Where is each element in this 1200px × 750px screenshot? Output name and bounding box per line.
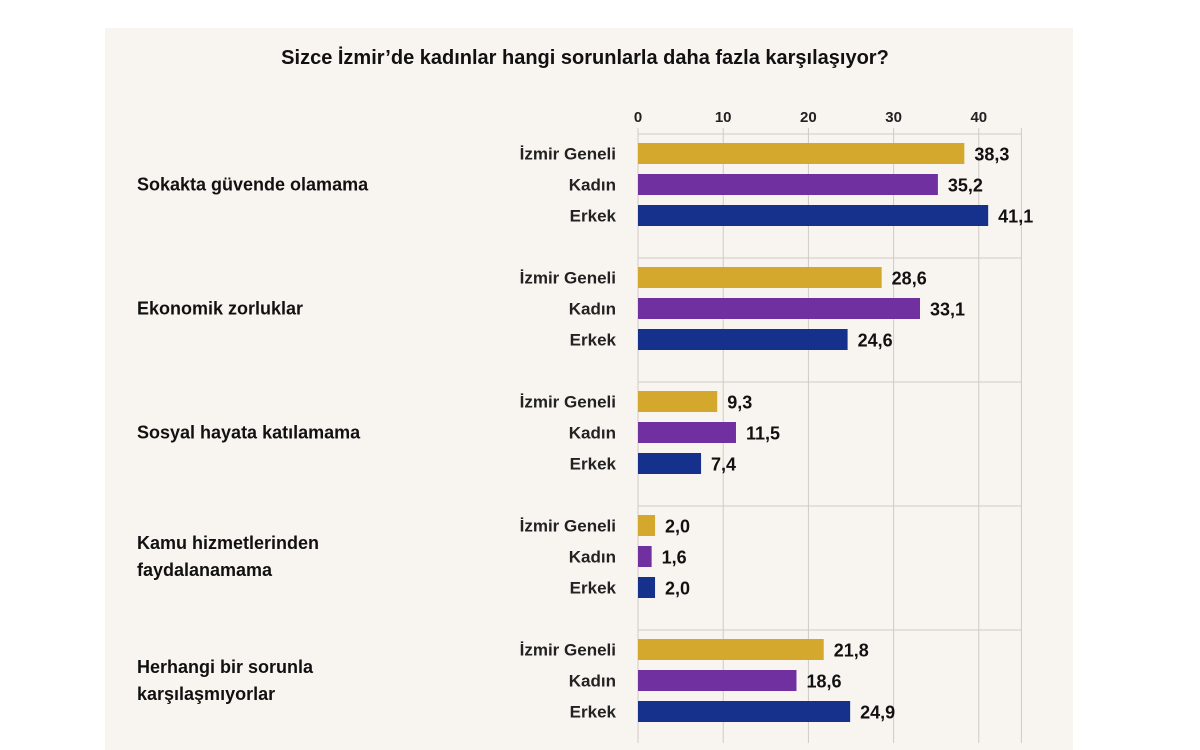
value-label: 21,8 xyxy=(834,641,869,661)
value-label: 24,9 xyxy=(860,703,895,723)
value-label: 2,0 xyxy=(665,517,690,537)
value-label: 18,6 xyxy=(806,672,841,692)
bar xyxy=(638,391,718,412)
value-label: 9,3 xyxy=(727,393,752,413)
value-label: 11,5 xyxy=(746,424,780,444)
bar xyxy=(638,329,848,350)
tick-label-20: 20 xyxy=(800,109,817,126)
category-label: Sokakta güvende olamama xyxy=(137,175,369,195)
category-label: Sosyal hayata katılamama xyxy=(137,423,361,443)
series-label: Erkek xyxy=(570,207,617,226)
series-label: Erkek xyxy=(570,331,617,350)
bar-group: Kamu hizmetlerinden faydalanamama İzmir Ge… xyxy=(137,515,690,599)
series-label: Erkek xyxy=(570,579,617,598)
grid xyxy=(637,128,1022,743)
bar xyxy=(638,422,736,443)
value-label: 24,6 xyxy=(858,331,893,351)
chart-panel: Sizce İzmir’de kadınlar hangi sorunlarla… xyxy=(105,28,1073,750)
bar xyxy=(638,143,965,164)
series-label: Kadın xyxy=(569,672,616,691)
category-label: faydalanamama xyxy=(137,560,273,580)
value-label: 33,1 xyxy=(930,300,965,320)
value-label: 2,0 xyxy=(665,579,690,599)
bar xyxy=(638,577,656,598)
bar xyxy=(638,174,938,195)
tick-label-10: 10 xyxy=(715,109,732,126)
series-label: İzmir Geneli xyxy=(520,517,616,536)
series-label: Kadın xyxy=(569,548,616,567)
series-label: Kadın xyxy=(569,424,616,443)
bar xyxy=(638,205,989,226)
tick-label-40: 40 xyxy=(970,109,987,126)
bar-group: Herhangi bir sorunla karşılaşmıyorlar İzmi… xyxy=(137,639,895,723)
tick-label-0: 0 xyxy=(634,109,642,126)
bar-group: Ekonomik zorluklar İzmir Geneli 28,6 Kadın 3… xyxy=(137,267,965,351)
category-label: Kamu hizmetlerinden xyxy=(137,533,319,553)
value-label: 38,3 xyxy=(974,145,1009,165)
series-label: İzmir Geneli xyxy=(520,269,616,288)
series-label: Kadın xyxy=(569,300,616,319)
category-label: karşılaşmıyorlar xyxy=(137,684,275,704)
value-label: 1,6 xyxy=(662,548,687,568)
bar xyxy=(638,639,824,660)
chart-title: Sizce İzmir’de kadınlar hangi sorunlarla… xyxy=(281,46,889,69)
chart: Sizce İzmir’de kadınlar hangi sorunlarla… xyxy=(137,46,1033,743)
bar-group: Sosyal hayata katılamama İzmir Geneli 9,3 K… xyxy=(137,391,780,475)
bar xyxy=(638,298,921,319)
category-label: Ekonomik zorluklar xyxy=(137,299,303,319)
tick-label-30: 30 xyxy=(885,109,902,126)
x-axis-ticks: 0 10 20 30 40 xyxy=(634,109,987,126)
series-label: İzmir Geneli xyxy=(520,393,616,412)
value-label: 35,2 xyxy=(948,176,983,196)
category-label: Herhangi bir sorunla xyxy=(137,657,314,677)
value-label: 41,1 xyxy=(998,207,1033,227)
bar xyxy=(638,670,797,691)
bar xyxy=(638,267,882,288)
bar xyxy=(638,546,652,567)
series-label: Erkek xyxy=(570,455,617,474)
value-label: 7,4 xyxy=(711,455,736,475)
series-label: İzmir Geneli xyxy=(520,641,616,660)
series-label: Erkek xyxy=(570,703,617,722)
value-label: 28,6 xyxy=(892,269,927,289)
bar xyxy=(638,453,702,474)
series-label: Kadın xyxy=(569,176,616,195)
series-label: İzmir Geneli xyxy=(520,145,616,164)
bar-group: Sokakta güvende olamama İzmir Geneli 38,3 K… xyxy=(137,143,1033,227)
bar-groups: Sokakta güvende olamama İzmir Geneli 38,3 K… xyxy=(137,143,1033,723)
bar xyxy=(638,701,851,722)
bar xyxy=(638,515,656,536)
